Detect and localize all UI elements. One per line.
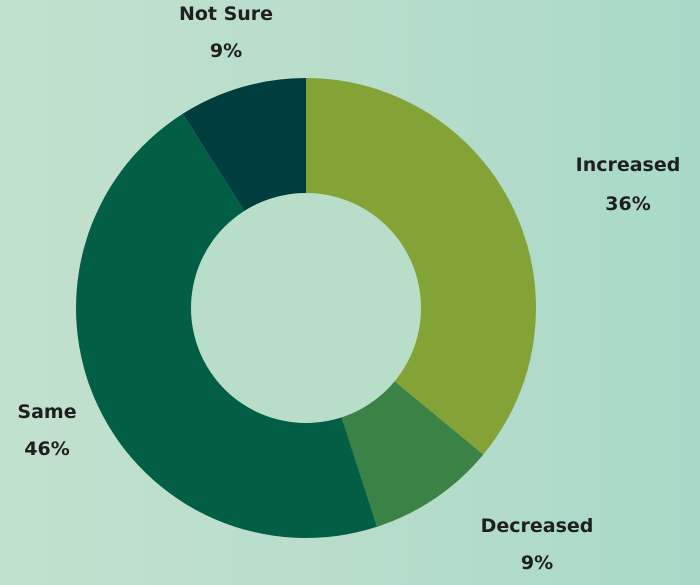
donut-hole — [191, 193, 421, 423]
label-not-sure-name: Not Sure — [179, 3, 273, 25]
slice-increased — [306, 78, 536, 455]
label-not-sure-value: 9% — [210, 40, 242, 62]
label-increased-name: Increased — [576, 154, 681, 176]
label-same-name: Same — [17, 401, 76, 423]
label-decreased-name: Decreased — [481, 515, 594, 537]
label-increased-value: 36% — [605, 193, 650, 215]
label-decreased-value: 9% — [521, 552, 553, 574]
label-same-value: 46% — [24, 438, 69, 460]
